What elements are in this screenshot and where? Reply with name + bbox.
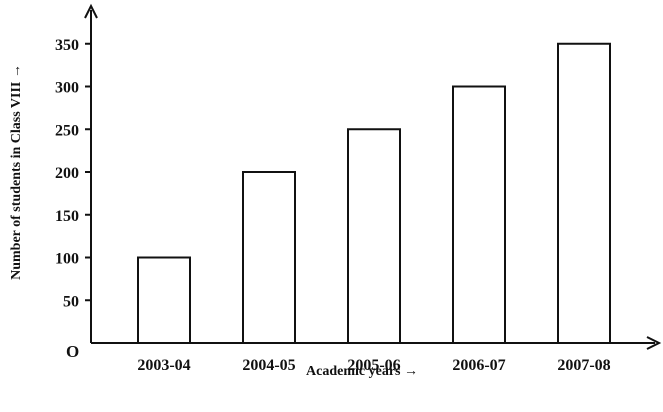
x-category-label: 2005-06 [347,357,400,374]
bars-layer [137,42,611,344]
x-category-labels: 2003-04 2004-05 2005-06 2006-07 2007-08 [137,357,610,374]
x-axis-arrowhead [646,336,662,350]
y-tick-label: 50 [63,293,79,310]
y-tick-label: 250 [55,122,79,139]
bar-2004-05 [242,171,296,344]
axes-layer [84,3,662,350]
x-category-label: 2007-08 [557,357,610,374]
y-axis-title: Number of students in Class VIII → [9,64,24,280]
y-tick-label: 150 [55,208,79,225]
origin-label: O [66,342,79,361]
x-axis-title: Academic years → [306,364,418,379]
y-tick-label: 300 [55,80,79,97]
y-tick-label: 100 [55,251,79,268]
y-ticks: 50 100 150 200 250 300 350 [55,37,91,310]
x-category-label: 2006-07 [452,357,505,374]
y-tick-label: 350 [55,37,79,54]
bar-2005-06 [347,128,401,344]
y-axis-arrowhead [84,3,98,19]
y-tick-label: 200 [55,165,79,182]
bar-2007-08 [557,42,611,344]
x-category-label: 2003-04 [137,357,190,374]
x-category-label: 2004-05 [242,357,295,374]
bar-2003-04 [137,256,191,344]
bar-2006-07 [452,85,506,344]
